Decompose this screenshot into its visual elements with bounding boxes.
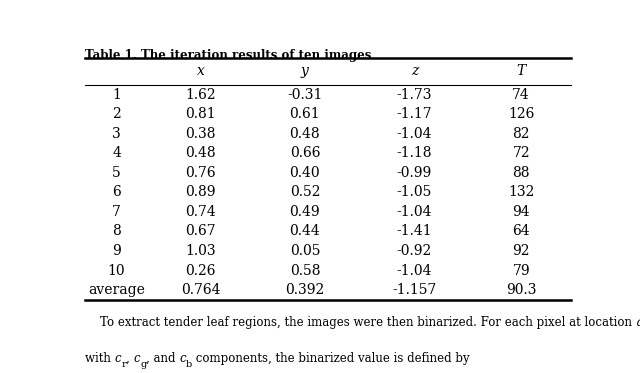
Text: 0.48: 0.48 (289, 127, 320, 141)
Text: -0.99: -0.99 (397, 166, 432, 180)
Text: y: y (301, 64, 309, 78)
Text: -1.04: -1.04 (397, 205, 432, 219)
Text: r: r (121, 360, 126, 369)
Text: average: average (88, 283, 145, 297)
Text: 5: 5 (112, 166, 121, 180)
Text: -1.17: -1.17 (396, 107, 432, 121)
Text: 0.61: 0.61 (289, 107, 320, 121)
Text: 0.89: 0.89 (185, 185, 216, 200)
Text: 88: 88 (513, 166, 530, 180)
Text: ,: , (126, 351, 134, 364)
Text: 0.38: 0.38 (185, 127, 216, 141)
Text: 0.49: 0.49 (289, 205, 320, 219)
Text: T: T (516, 64, 526, 78)
Text: 0.76: 0.76 (185, 166, 216, 180)
Text: 2: 2 (112, 107, 121, 121)
Text: -1.04: -1.04 (397, 263, 432, 278)
Text: 0.48: 0.48 (185, 146, 216, 160)
Text: -1.18: -1.18 (397, 146, 432, 160)
Text: x: x (196, 64, 204, 78)
Text: 7: 7 (112, 205, 121, 219)
Text: , and: , and (147, 351, 180, 364)
Text: 0.40: 0.40 (289, 166, 320, 180)
Text: -1.04: -1.04 (397, 127, 432, 141)
Text: z: z (411, 64, 418, 78)
Text: b: b (186, 360, 193, 369)
Text: 0.52: 0.52 (290, 185, 320, 200)
Text: 4: 4 (112, 146, 121, 160)
Text: with: with (85, 351, 115, 364)
Text: 126: 126 (508, 107, 534, 121)
Text: components, the binarized value is defined by: components, the binarized value is defin… (193, 351, 470, 364)
Text: 3: 3 (112, 127, 121, 141)
Text: c: c (134, 351, 140, 364)
Text: 0.66: 0.66 (290, 146, 320, 160)
Text: 92: 92 (513, 244, 530, 258)
Text: 0.392: 0.392 (285, 283, 324, 297)
Text: Table 1. The iteration results of ten images: Table 1. The iteration results of ten im… (85, 49, 371, 62)
Text: 8: 8 (112, 225, 121, 238)
Text: 1.62: 1.62 (185, 88, 216, 102)
Text: 1: 1 (112, 88, 121, 102)
Text: To extract tender leaf regions, the images were then binarized. For each pixel a: To extract tender leaf regions, the imag… (85, 316, 636, 329)
Text: 0.67: 0.67 (185, 225, 216, 238)
Text: 90.3: 90.3 (506, 283, 536, 297)
Text: -0.92: -0.92 (397, 244, 432, 258)
Text: g: g (140, 360, 147, 369)
Text: -1.73: -1.73 (397, 88, 432, 102)
Text: 0.58: 0.58 (290, 263, 320, 278)
Text: -1.157: -1.157 (392, 283, 436, 297)
Text: 0.764: 0.764 (180, 283, 220, 297)
Text: q: q (636, 316, 640, 329)
Text: 10: 10 (108, 263, 125, 278)
Text: 0.05: 0.05 (290, 244, 320, 258)
Text: -0.31: -0.31 (287, 88, 323, 102)
Text: 0.74: 0.74 (185, 205, 216, 219)
Text: c: c (180, 351, 186, 364)
Text: 64: 64 (513, 225, 530, 238)
Text: 0.44: 0.44 (289, 225, 320, 238)
Text: 0.81: 0.81 (185, 107, 216, 121)
Text: 72: 72 (513, 146, 530, 160)
Text: 94: 94 (513, 205, 530, 219)
Text: -1.05: -1.05 (397, 185, 432, 200)
Text: 82: 82 (513, 127, 530, 141)
Text: c: c (115, 351, 121, 364)
Text: 0.26: 0.26 (185, 263, 216, 278)
Text: 79: 79 (513, 263, 530, 278)
Text: 1.03: 1.03 (185, 244, 216, 258)
Text: -1.41: -1.41 (396, 225, 432, 238)
Text: 9: 9 (112, 244, 121, 258)
Text: 74: 74 (513, 88, 530, 102)
Text: 132: 132 (508, 185, 534, 200)
Text: 6: 6 (112, 185, 121, 200)
